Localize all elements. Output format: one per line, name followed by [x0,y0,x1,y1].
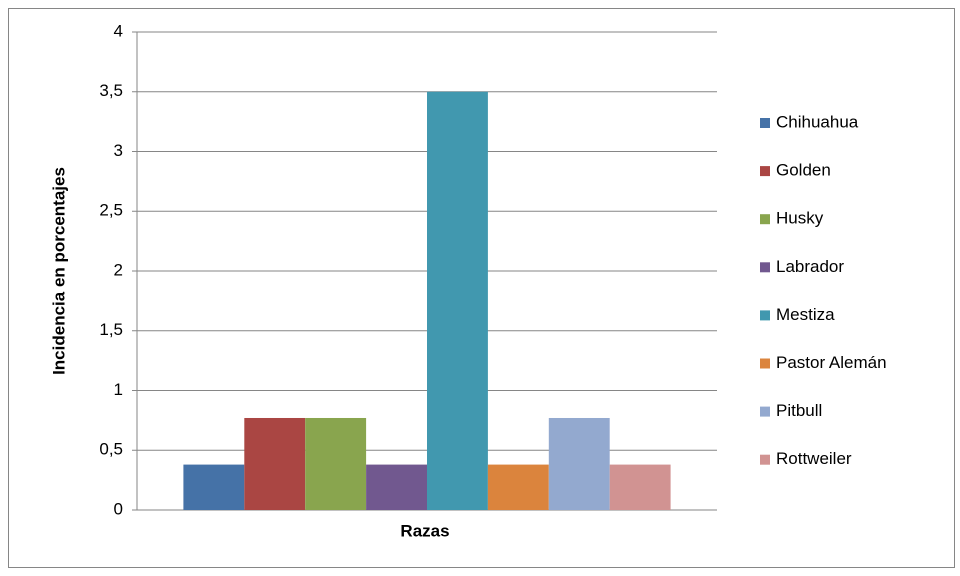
bar [487,464,549,510]
y-tick-label: 2 [114,260,123,279]
legend-swatch [760,214,770,225]
bar [548,417,610,510]
y-tick-label: 2,5 [99,201,123,220]
bar [427,91,488,510]
legend-swatch [760,262,770,273]
bar [305,417,367,510]
x-axis-label: Razas [400,521,449,540]
legend-label: Pastor Alemán [776,353,887,372]
legend-label: Golden [776,161,831,180]
legend-label: Pitbull [776,401,822,420]
legend-swatch [760,454,770,465]
legend-label: Labrador [776,257,844,276]
bar [609,464,671,510]
legend-label: Husky [776,209,824,228]
legend-label: Mestiza [776,305,835,324]
legend-label: Rottweiler [776,449,852,468]
y-tick-label: 0 [114,499,123,518]
bar [183,464,245,510]
legend-swatch [760,310,770,321]
legend-label: Chihuahua [776,112,859,131]
y-tick-label: 1,5 [99,320,123,339]
y-tick-label: 0,5 [99,440,123,459]
y-tick-label: 3 [114,141,123,160]
bar [244,417,306,510]
bar [366,464,427,510]
legend-swatch [760,358,770,369]
legend-swatch [760,406,770,417]
y-tick-label: 4 [114,21,123,40]
y-tick-label: 1 [114,380,123,399]
y-axis-label: Incidencia en porcentajes [49,167,68,375]
legend-swatch [760,118,770,128]
y-tick-label: 3,5 [99,81,123,100]
legend-swatch [760,166,770,177]
